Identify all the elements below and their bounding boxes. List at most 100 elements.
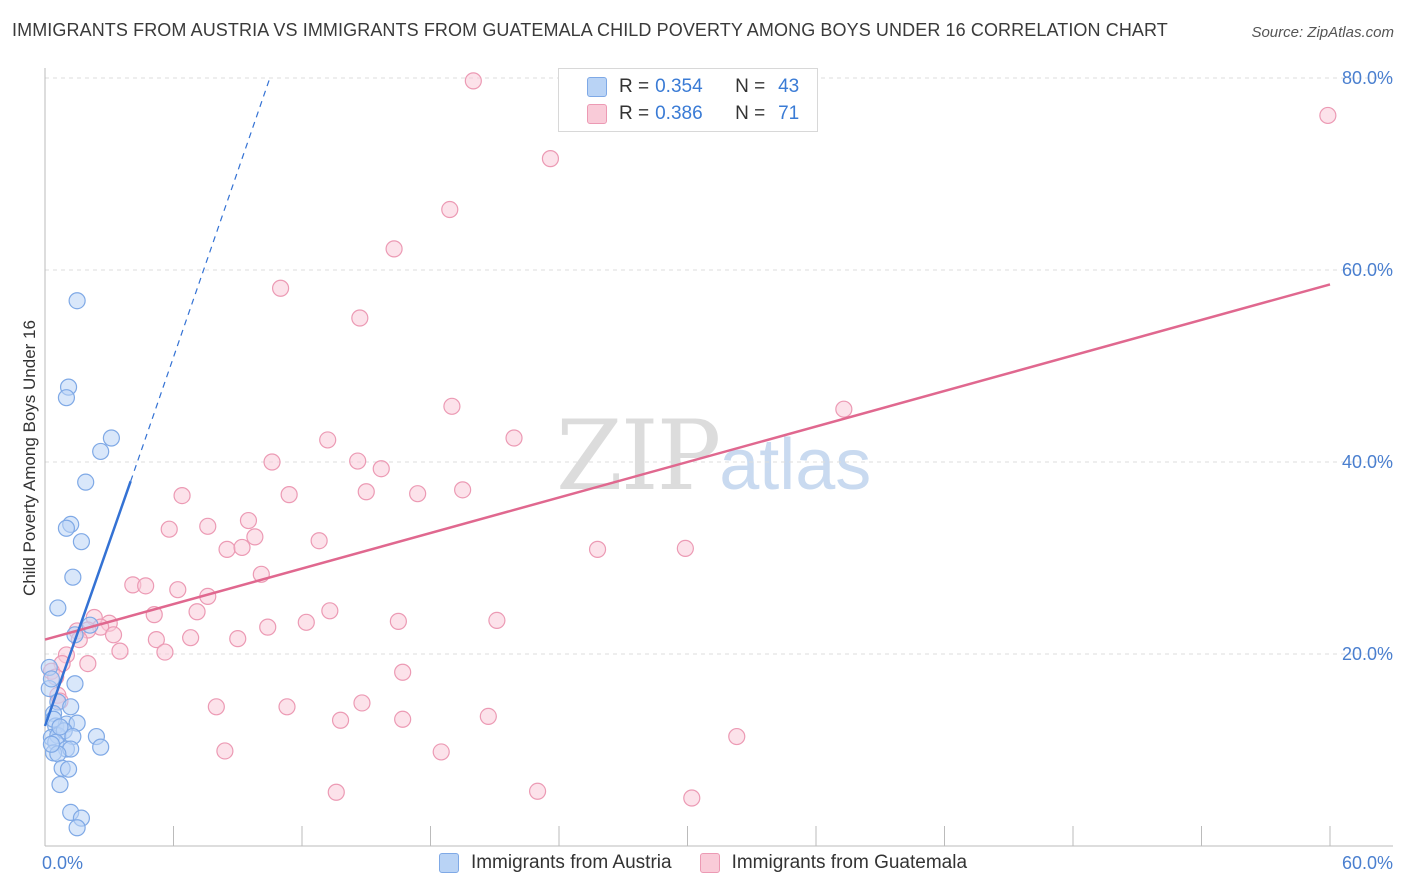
legend-row-guatemala: R = 0.386 N = 71 [587, 102, 799, 126]
guatemala-point [246, 528, 264, 546]
austria-point [51, 718, 69, 736]
guatemala-point [169, 581, 187, 599]
x-tick-label: 0.0% [42, 853, 83, 873]
austria-point [68, 292, 86, 310]
guatemala-point [541, 150, 560, 168]
series-legend-austria: Immigrants from Austria [438, 852, 672, 874]
austria-point [92, 738, 110, 756]
austria-legend-swatch [438, 853, 459, 873]
guatemala-point [389, 612, 407, 630]
austria-trend-line [43, 480, 132, 727]
austria-point [57, 519, 76, 537]
guatemala-point [728, 727, 746, 746]
austria-point [62, 698, 80, 716]
guatemala-point [239, 511, 258, 530]
austria-point [59, 760, 78, 778]
guatemala-point [372, 460, 390, 478]
guatemala-point [349, 452, 367, 470]
guatemala-point [321, 602, 339, 620]
legend-row-austria: R = 0.354 N = 43 [587, 75, 799, 99]
guatemala-point [263, 453, 281, 471]
axis-layer [44, 68, 1393, 847]
austria-n-value: 43 [778, 76, 800, 97]
guatemala-point [229, 630, 247, 648]
guatemala-n-value: 71 [778, 103, 800, 124]
grid-layer [45, 77, 1392, 655]
guatemala-point [147, 630, 165, 649]
guatemala-point [454, 481, 472, 499]
guatemala-point [156, 643, 174, 661]
guatemala-point [464, 72, 482, 90]
guatemala-point [199, 517, 217, 535]
guatemala-point [327, 783, 345, 801]
guatemala-point [353, 694, 371, 712]
guatemala-point [310, 532, 328, 550]
austria-r-value: 0.354 [655, 76, 703, 97]
watermark-zip: ZIP [556, 400, 721, 512]
guatemala-point [394, 710, 412, 728]
guatemala-point [394, 663, 412, 681]
guatemala-point [835, 400, 853, 418]
y-tick-label: 40.0% [1342, 452, 1393, 472]
austria-point [102, 429, 120, 447]
austria-point [68, 819, 86, 837]
x-tick-label: 60.0% [1342, 853, 1393, 873]
watermark: ZIPatlas [556, 400, 871, 512]
guatemala-point [104, 626, 123, 644]
austria-point [42, 735, 61, 753]
austria-swatch [587, 77, 607, 97]
guatemala-point [479, 707, 497, 726]
austria-point [77, 473, 95, 491]
guatemala-point [216, 742, 234, 760]
guatemala-point [271, 279, 290, 297]
guatemala-point [207, 698, 225, 716]
guatemala-trend-line [44, 283, 1331, 641]
guatemala-legend-label: Immigrants from Guatemala [731, 852, 968, 873]
guatemala-legend-swatch [699, 853, 720, 873]
austria-point [51, 775, 69, 794]
austria-point [49, 599, 67, 617]
guatemala-point [505, 429, 523, 447]
austria-point [72, 533, 91, 551]
austria-n-label: N = [735, 76, 766, 97]
austria-point [64, 568, 82, 586]
guatemala-point [182, 629, 200, 647]
y-tick-label: 60.0% [1342, 260, 1393, 280]
guatemala-r-label: R = [619, 103, 650, 124]
series-legend: Immigrants from Austria Immigrants from … [0, 852, 1406, 874]
guatemala-point [319, 431, 337, 449]
y-tick-label: 80.0% [1342, 68, 1393, 88]
austria-trend-extension [130, 77, 271, 482]
chart-title: IMMIGRANTS FROM AUSTRIA VS IMMIGRANTS FR… [12, 20, 1168, 40]
austria-r-label: R = [619, 76, 650, 97]
guatemala-point [79, 654, 97, 673]
guatemala-point [1319, 106, 1337, 125]
correlation-legend: R = 0.354 N = 43 R = 0.386 N = 71 [558, 68, 818, 132]
guatemala-point [188, 603, 206, 621]
guatemala-point [676, 539, 694, 558]
guatemala-point [160, 520, 178, 538]
guatemala-point [280, 486, 298, 504]
austria-point [66, 675, 84, 693]
guatemala-swatch [587, 104, 607, 124]
source-note: Source: ZipAtlas.com [1251, 24, 1394, 41]
guatemala-point [588, 540, 607, 558]
y-tick-label: 20.0% [1342, 644, 1393, 664]
guatemala-point [351, 309, 369, 327]
guatemala-point [278, 698, 296, 716]
point-layer [40, 72, 1337, 837]
guatemala-point [409, 485, 427, 503]
guatemala-point [528, 782, 547, 800]
watermark-atlas: atlas [719, 425, 872, 505]
guatemala-point [137, 577, 155, 595]
guatemala-point [297, 613, 315, 631]
guatemala-point [111, 642, 129, 660]
guatemala-point [259, 618, 277, 636]
guatemala-point [443, 397, 461, 415]
guatemala-point [331, 711, 350, 729]
trend-layer [43, 77, 1331, 727]
guatemala-point [488, 611, 506, 630]
guatemala-point [233, 538, 251, 557]
guatemala-r-value: 0.386 [655, 103, 703, 124]
